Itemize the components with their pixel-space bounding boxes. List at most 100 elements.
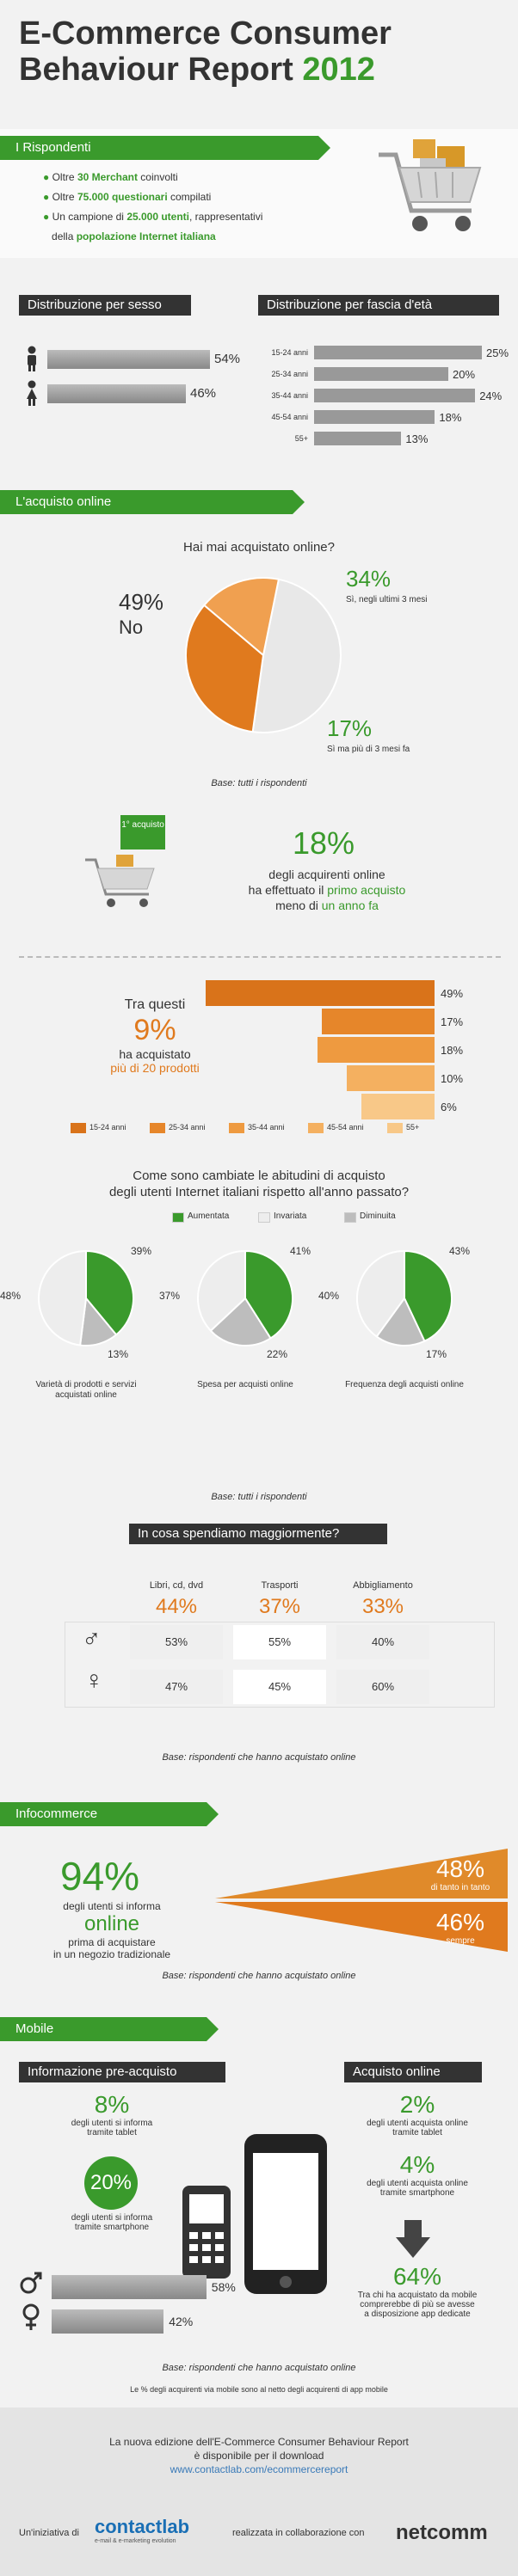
legend-label: 15-24 anni (89, 1123, 126, 1132)
table-cell: 60% (336, 1670, 429, 1704)
first-line1: degli acquirenti online (268, 868, 385, 881)
first-purchase-text: degli acquirenti online ha effettuato il… (198, 867, 456, 913)
legend-label: Invariata (274, 1211, 307, 1221)
bar-label: 10% (441, 1072, 464, 1085)
column-total: 44% (155, 1595, 198, 1618)
twenty-pct: 9% (133, 1014, 176, 1046)
bar-female (47, 384, 186, 403)
buy-title: Acquisto online (344, 2062, 482, 2082)
divider (19, 956, 501, 958)
table-frame (65, 1622, 495, 1708)
cart-icon (85, 855, 155, 907)
pre2-badge: 20% (84, 2156, 138, 2210)
pie-label-down: 13% (108, 1348, 129, 1360)
bar (52, 2309, 164, 2334)
bar-label: 13% (405, 432, 429, 445)
footer-initiative: Un'iniziativa di (19, 2528, 79, 2538)
bar-label: 18% (441, 1044, 464, 1057)
pie-slice (251, 578, 342, 733)
buy1: 2% degli utenti acquista online tramite … (367, 2091, 468, 2137)
mobile-note: Le % degli acquirenti via mobile sono al… (130, 2385, 388, 2394)
legend-swatch (258, 1212, 270, 1223)
bar-label: 24% (479, 389, 503, 402)
habits-pie (197, 1249, 293, 1346)
bar (314, 367, 448, 381)
netcomm-logo[interactable]: netcomm (396, 2521, 488, 2544)
male-icon (28, 346, 36, 371)
table-cell: 40% (336, 1625, 429, 1659)
footer-url[interactable]: www.contactlab.com/ecommercereport (170, 2463, 348, 2475)
legend-swatch (387, 1123, 403, 1133)
contactlab-logo[interactable]: contactlab e-mail & e-marketing evolutio… (95, 2516, 190, 2544)
bar-label: 42% (169, 2315, 194, 2328)
column-total: 37% (258, 1595, 301, 1618)
pie-label-down: 17% (426, 1348, 447, 1360)
pie-label-up: 39% (131, 1245, 152, 1257)
legend-swatch (344, 1212, 356, 1223)
base-note: Base: rispondenti che hanno acquistato o… (162, 2363, 356, 2373)
pie-slice (185, 604, 265, 733)
pre2-text: degli utenti si informa tramite smartpho… (71, 2213, 153, 2232)
pie-label-same: 48% (0, 1290, 22, 1302)
bar-label: 54% (214, 352, 241, 366)
bar (361, 1094, 435, 1119)
pie-recent-pct: 34% (346, 566, 392, 592)
twenty-text: Tra questi 9% ha acquistato più di 20 pr… (69, 997, 241, 1075)
respondents-list: ● Oltre 30 Merchant coinvolti ● Oltre 75… (43, 168, 262, 247)
info-pct: 94% (60, 1854, 140, 1898)
bar-label: 46% (190, 386, 217, 401)
buy3: 64% Tra chi ha acquistato da mobile comp… (357, 2263, 478, 2319)
table-cell: 55% (233, 1625, 326, 1659)
pie-caption: Spesa per acquisti online (197, 1380, 293, 1389)
column-header: Abbigliamento (353, 1580, 413, 1591)
column-header: Trasporti (261, 1580, 299, 1591)
buy2: 4% degli utenti acquista online tramite … (367, 2151, 468, 2198)
pie-label-up: 43% (449, 1245, 471, 1257)
bar-label: 18% (439, 411, 462, 424)
pie-question: Hai mai acquistato online? (183, 540, 335, 555)
footer-text: La nuova edizione dell'E-Commerce Consum… (0, 2435, 518, 2476)
bar (52, 2275, 207, 2299)
pie-old-label: Sì ma più di 3 mesi fa (327, 745, 410, 754)
list-item: ● Oltre 75.000 questionari compilati (43, 191, 212, 203)
bar-label: 25% (486, 347, 509, 359)
first-purchase-badge: 1° acquisto (120, 815, 165, 849)
pie-no-label: No (119, 616, 144, 638)
pie-recent-label: Sì, negli ultimi 3 mesi (346, 595, 428, 604)
pie-slice (375, 1297, 426, 1346)
base-note: Base: tutti i rispondenti (211, 1492, 307, 1502)
list-item: della popolazione Internet italiana (52, 230, 216, 242)
legend-swatch (71, 1123, 86, 1133)
list-item: ● Un campione di 25.000 utenti, rapprese… (43, 211, 263, 223)
male-symbol-icon (20, 2272, 42, 2294)
bar (314, 346, 482, 359)
column-header: Libri, cd, dvd (149, 1580, 204, 1591)
female-icon (27, 380, 37, 406)
legend-label: 45-54 anni (327, 1123, 364, 1132)
legend-swatch (150, 1123, 165, 1133)
legend-swatch (172, 1212, 184, 1223)
info-funnel (215, 1849, 508, 1952)
footer-collab: realizzata in collaborazione con (232, 2528, 365, 2538)
tick-label: 15-24 anni (271, 348, 308, 357)
first-line2: ha effettuato il primo acquisto (248, 883, 406, 897)
tick-label: 55+ (294, 434, 308, 443)
bar-label: 20% (453, 368, 476, 381)
habits-question: Come sono cambiate le abitudini di acqui… (108, 1168, 410, 1199)
info-title: Infocommerce (0, 1802, 219, 1826)
spend-title: In cosa spendiamo maggiormente? (129, 1524, 387, 1544)
shopping-cart-icon (379, 139, 482, 231)
bar-label: 49% (441, 987, 464, 1000)
info-text: degli utenti si informa online prima di … (52, 1900, 171, 1960)
pie-slice (38, 1249, 87, 1346)
habits-pie (356, 1249, 453, 1346)
bar (314, 432, 402, 445)
mobile-title: Mobile (0, 2017, 219, 2041)
first-line3: meno di un anno fa (275, 899, 379, 912)
legend-label: Diminuita (360, 1211, 396, 1221)
legend-label: Aumentata (188, 1211, 230, 1221)
pie-slice (202, 577, 281, 657)
bar-male (47, 350, 210, 369)
pie-label-same: 37% (159, 1290, 181, 1302)
title-year: 2012 (302, 52, 375, 88)
